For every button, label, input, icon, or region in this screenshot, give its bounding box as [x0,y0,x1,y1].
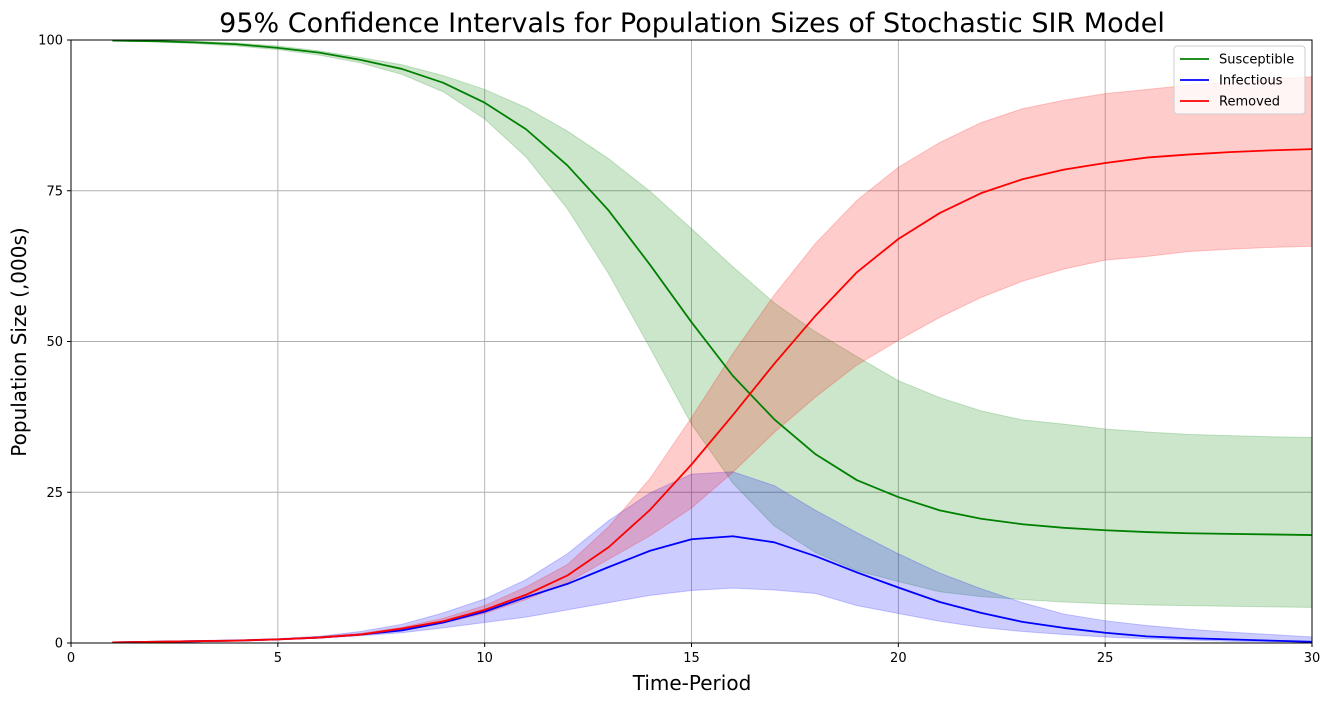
infectious-legend-label: Infectious [1219,74,1283,89]
x-tick-label: 0 [67,651,75,666]
x-axis-label: Time-Period [632,671,752,695]
legend-box [1173,45,1306,115]
x-tick-label: 5 [274,651,282,666]
x-tick-label: 30 [1304,651,1321,666]
x-tick-label: 20 [890,651,907,666]
axis-ticks: 0 5 10 15 20 25 30 0 25 50 75 100 [38,34,1320,667]
y-axis-label: Population Size (,000s) [7,227,31,456]
y-tick-label: 0 [55,637,63,652]
removed-legend-label: Removed [1219,95,1280,110]
series-lines [112,39,1313,644]
x-tick-label: 10 [476,651,493,666]
y-tick-label: 75 [46,184,63,199]
legend: Susceptible Infectious Removed [1173,45,1306,115]
x-tick-label: 25 [1097,651,1114,666]
y-tick-label: 50 [46,335,63,350]
chart-title: 95% Confidence Intervals for Population … [219,8,1165,39]
x-tick-label: 15 [683,651,700,666]
removed-line [112,148,1313,644]
susceptible-line [112,39,1313,536]
y-tick-label: 25 [46,486,63,501]
y-tick-label: 100 [38,34,63,49]
susceptible-legend-label: Susceptible [1219,53,1294,68]
